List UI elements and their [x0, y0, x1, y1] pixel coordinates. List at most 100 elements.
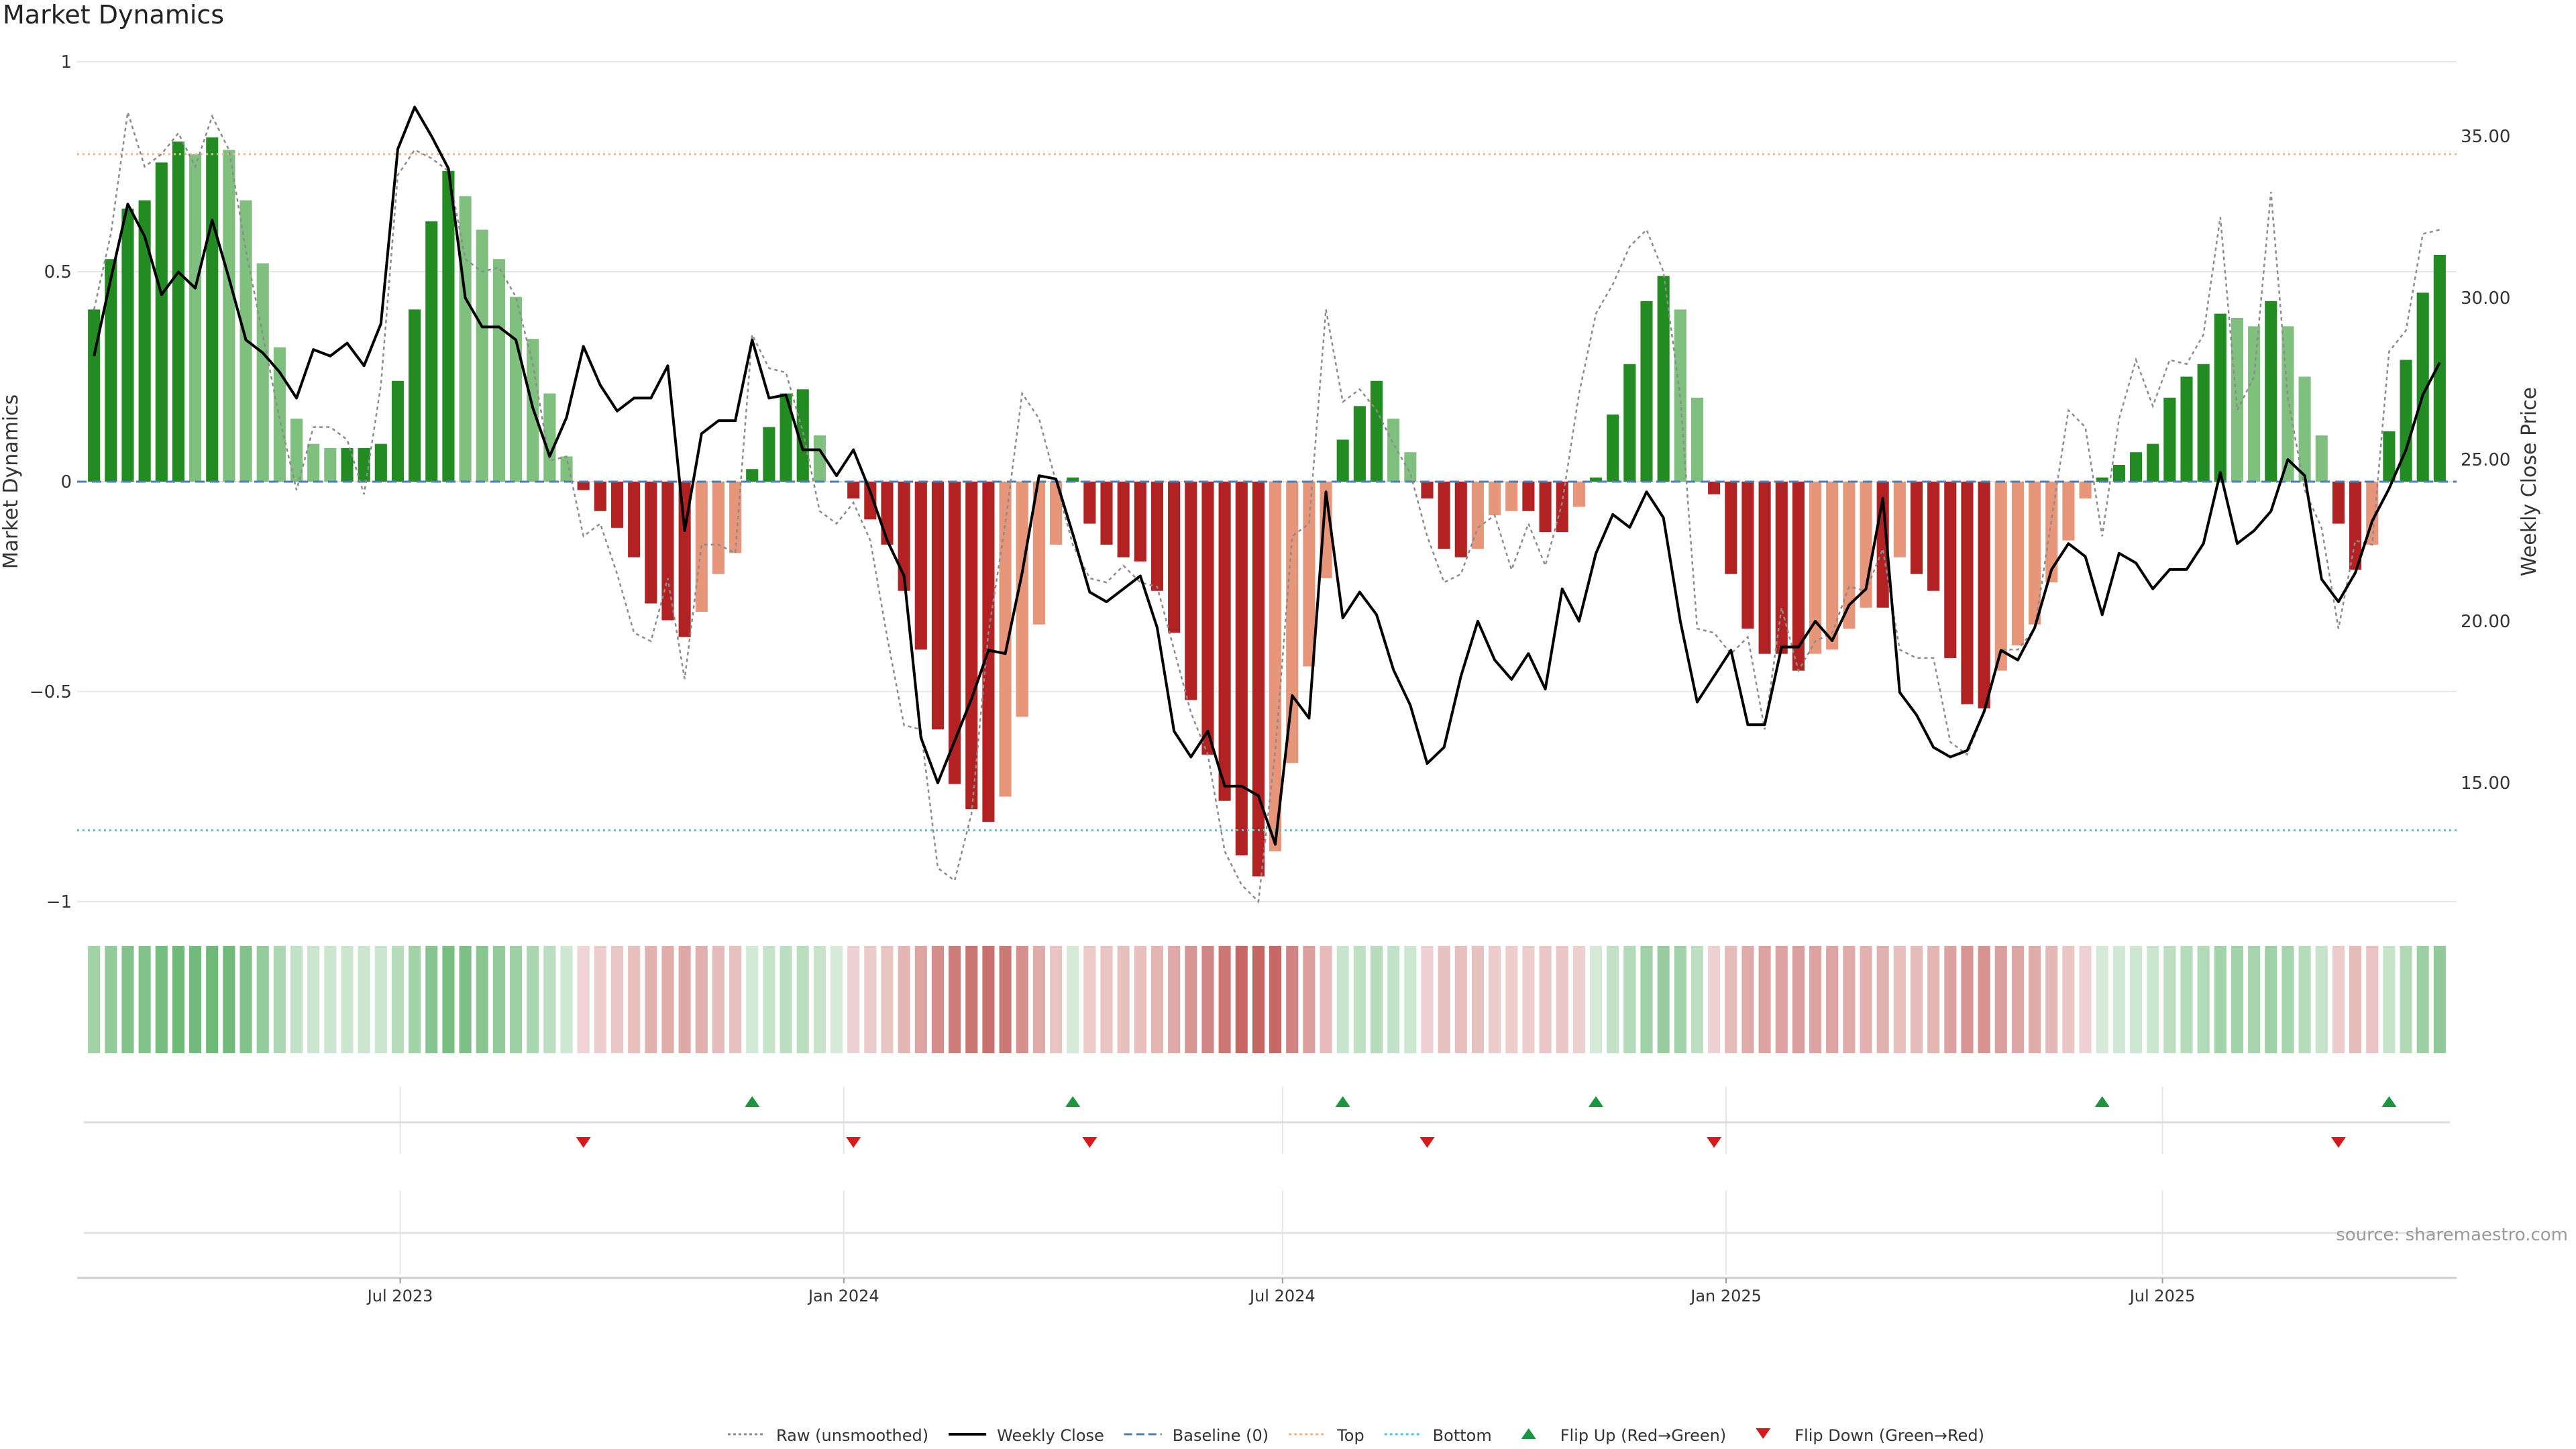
- bar: [1961, 482, 1974, 704]
- bar: [2214, 313, 2226, 482]
- x-tick-label: Jan 2025: [1689, 1287, 1762, 1305]
- bar: [1708, 482, 1721, 494]
- heat-strip-cell: [1978, 946, 1990, 1053]
- heat-strip-cell: [1489, 946, 1501, 1053]
- bar: [1843, 482, 1856, 629]
- heat-strip-cell: [1353, 946, 1366, 1053]
- bar: [1640, 301, 1653, 482]
- heat-strip-cell: [1893, 946, 1906, 1053]
- x-tick-label: Jul 2025: [2129, 1287, 2196, 1305]
- bar: [1218, 482, 1231, 801]
- bar: [780, 393, 792, 482]
- bar: [763, 427, 775, 482]
- bar: [2248, 326, 2261, 482]
- flip-down-marker: [846, 1137, 861, 1148]
- flip-down-marker: [576, 1137, 591, 1148]
- heat-strip-cell: [1775, 946, 1788, 1053]
- heat-strip-cell: [1961, 946, 1974, 1053]
- bar: [2298, 376, 2311, 482]
- heat-strip-cell: [610, 946, 624, 1053]
- y2-tick-label: 15.00: [2461, 773, 2510, 794]
- heat-strip-cell: [1690, 946, 1704, 1053]
- x-tick-label: Jan 2024: [807, 1287, 879, 1305]
- y-tick-label: 0.5: [44, 262, 72, 282]
- bar: [1725, 482, 1737, 574]
- bar: [712, 482, 724, 574]
- bar: [324, 447, 337, 482]
- bar: [256, 263, 269, 482]
- flip-up-marker: [1335, 1096, 1350, 1107]
- heat-strip-cell: [1134, 946, 1146, 1053]
- heat-strip-cell: [2163, 946, 2176, 1053]
- heat-strip-cell: [155, 946, 168, 1053]
- heat-strip-cell: [645, 946, 657, 1053]
- bar: [1623, 364, 1636, 482]
- y-tick-label: −1: [46, 892, 72, 912]
- heat-strip-cell: [2400, 946, 2412, 1053]
- heat-strip-cell: [172, 946, 184, 1053]
- heat-strip-cell: [2366, 946, 2379, 1053]
- heat-strip-cell: [1303, 946, 1316, 1053]
- bar: [999, 482, 1012, 797]
- heat-strip-cell: [358, 946, 370, 1053]
- heat-strip-cell: [374, 946, 387, 1053]
- heat-strip-cell: [1404, 946, 1417, 1053]
- bar: [1353, 406, 1366, 482]
- heat-strip-cell: [729, 946, 742, 1053]
- bar: [1286, 482, 1299, 763]
- heat-strip-cell: [138, 946, 151, 1053]
- bar: [1607, 414, 1619, 482]
- heat-strip-cell: [1572, 946, 1585, 1053]
- flip-up-marker: [745, 1096, 760, 1107]
- heat-strip-cell: [527, 946, 539, 1053]
- heat-strip-cell: [1201, 946, 1214, 1053]
- heat-strip-cell: [2349, 946, 2362, 1053]
- bar: [341, 447, 354, 482]
- flip-up-marker: [2094, 1096, 2110, 1107]
- bar: [510, 297, 523, 482]
- bar: [1269, 482, 1282, 851]
- heat-strip-cell: [189, 946, 202, 1053]
- heat-strip-cell: [492, 946, 505, 1053]
- bar: [105, 259, 117, 482]
- bar: [1809, 482, 1822, 654]
- heat-strip-cell: [982, 946, 995, 1053]
- flip-up-marker: [1589, 1096, 1604, 1107]
- bar: [476, 229, 488, 482]
- bar: [1910, 482, 1923, 574]
- bar: [1489, 482, 1501, 516]
- heat-strip-cell: [1522, 946, 1535, 1053]
- bar: [2129, 452, 2143, 482]
- bar: [661, 482, 674, 621]
- heat-strip-cell: [1640, 946, 1653, 1053]
- source-note: source: sharemaestro.com: [2336, 1225, 2568, 1245]
- heat-strip-cell: [1218, 946, 1231, 1053]
- heat-strip-cell: [510, 946, 523, 1053]
- bar: [206, 137, 219, 482]
- heat-strip-cell: [1067, 946, 1079, 1053]
- bar: [1100, 482, 1113, 545]
- bar: [2231, 317, 2244, 482]
- bar: [2265, 301, 2277, 482]
- bar: [1539, 482, 1552, 533]
- heat-strip-cell: [931, 946, 945, 1053]
- heat-strip-cell: [1758, 946, 1771, 1053]
- bar: [2332, 482, 2345, 524]
- bar: [1775, 482, 1788, 654]
- heat-strip-cell: [1454, 946, 1467, 1053]
- heat-strip-cell: [763, 946, 775, 1053]
- bar: [138, 200, 151, 482]
- bar: [914, 482, 927, 650]
- heat-strip-cell: [577, 946, 590, 1053]
- bar: [965, 482, 978, 810]
- heat-strip-cell: [1708, 946, 1721, 1053]
- bar: [1589, 477, 1603, 482]
- heat-strip-cell: [290, 946, 303, 1053]
- heat-strip-cell: [560, 946, 573, 1053]
- bar: [1185, 482, 1197, 700]
- heat-strip-cell: [1269, 946, 1282, 1053]
- bar: [2180, 376, 2193, 482]
- bar: [1927, 482, 1940, 591]
- y2-tick-label: 35.00: [2461, 127, 2510, 147]
- y2-tick-label: 25.00: [2461, 450, 2510, 470]
